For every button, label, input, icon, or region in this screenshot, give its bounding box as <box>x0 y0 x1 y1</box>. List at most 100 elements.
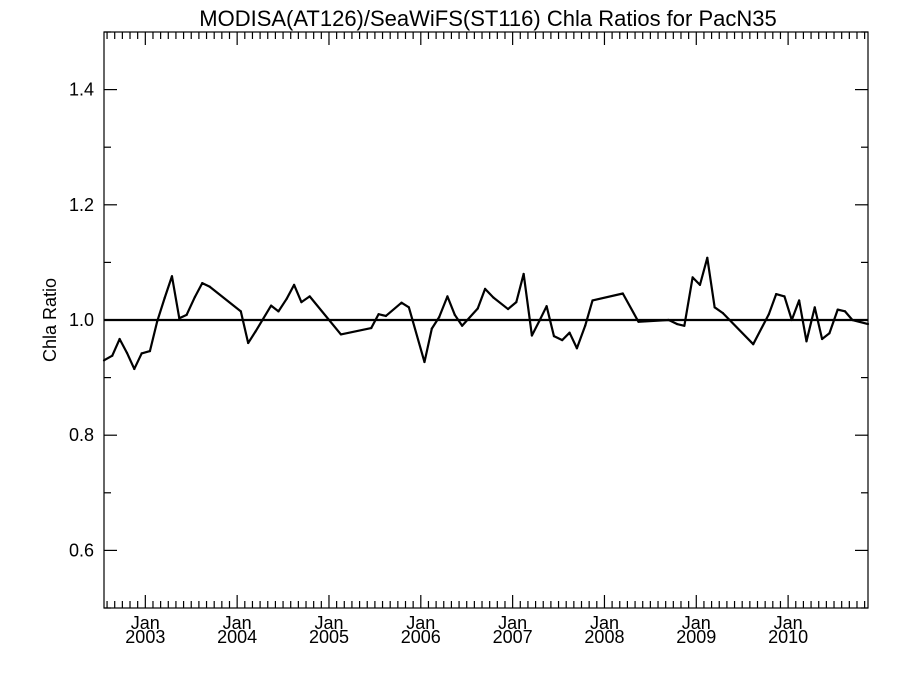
data-point <box>308 295 311 298</box>
x-tick-label-month: Jan <box>406 613 435 633</box>
data-point <box>828 332 831 335</box>
data-point <box>691 276 694 279</box>
x-tick-label-year: 2010 <box>768 627 808 647</box>
data-point <box>407 306 410 309</box>
y-tick-label: 0.8 <box>69 425 94 445</box>
data-point <box>102 359 106 362</box>
data-points <box>102 256 870 371</box>
data-point <box>843 310 847 313</box>
data-point <box>492 296 495 299</box>
data-point <box>561 339 564 342</box>
data-point <box>866 322 870 326</box>
x-tick-label-month: Jan <box>223 613 252 633</box>
data-point <box>118 337 121 341</box>
x-tick-label-year: 2005 <box>309 627 349 647</box>
data-point <box>193 295 197 299</box>
data-point <box>851 318 854 322</box>
data-point <box>430 327 433 330</box>
data-point <box>453 313 456 316</box>
data-point <box>423 360 426 364</box>
x-tick-label-month: Jan <box>314 613 343 633</box>
data-point <box>783 295 786 298</box>
data-point <box>300 301 303 304</box>
data-point <box>208 285 211 288</box>
y-tick-label: 1.4 <box>69 80 94 100</box>
y-axis-label: Chla Ratio <box>40 278 60 362</box>
data-point <box>133 367 136 371</box>
x-tick-label-year: 2007 <box>493 627 533 647</box>
data-point <box>790 318 793 322</box>
x-tick-label-year: 2003 <box>125 627 165 647</box>
data-point <box>370 326 373 330</box>
data-point <box>667 318 670 322</box>
x-tick-label-month: Jan <box>131 613 160 633</box>
x-tick-label-year: 2004 <box>217 627 257 647</box>
data-point <box>292 283 296 286</box>
data-point <box>530 334 534 337</box>
data-point <box>706 256 709 259</box>
data-point <box>270 304 273 307</box>
y-tick-label: 1.2 <box>69 195 94 215</box>
data-point <box>515 301 518 304</box>
data-point <box>239 310 242 313</box>
chart-title: MODISA(AT126)/SeaWiFS(ST116) Chla Ratios… <box>199 6 776 31</box>
data-point <box>156 320 159 323</box>
data-point <box>476 307 479 310</box>
data-point <box>752 343 755 346</box>
y-tick-label: 0.6 <box>69 540 94 560</box>
data-point <box>400 301 403 304</box>
x-tick-label-month: Jan <box>774 613 803 633</box>
data-point <box>506 307 510 311</box>
data-point <box>767 313 770 316</box>
data-point <box>254 330 257 333</box>
data-point <box>178 317 181 320</box>
data-point <box>483 287 487 290</box>
data-point <box>584 324 587 327</box>
data-point <box>201 282 204 285</box>
series-line <box>103 256 869 371</box>
data-point <box>285 297 288 300</box>
data-point <box>798 299 801 302</box>
data-point <box>621 292 624 295</box>
data-point <box>148 350 152 353</box>
data-point <box>384 314 388 318</box>
data-point <box>277 310 280 313</box>
data-point <box>377 313 380 316</box>
data-point <box>775 292 778 296</box>
x-tick-label-year: 2006 <box>401 627 441 647</box>
data-point <box>820 337 824 341</box>
y-tick-label: 1.0 <box>69 310 94 330</box>
data-point <box>185 313 188 316</box>
x-tick-label-month: Jan <box>682 613 711 633</box>
data-point <box>140 352 143 355</box>
data-point <box>339 333 343 336</box>
data-point <box>552 335 556 338</box>
x-tick-label-month: Jan <box>590 613 619 633</box>
data-point <box>545 305 548 308</box>
data-point <box>713 306 716 309</box>
data-point <box>836 308 839 311</box>
x-tick-label-year: 2008 <box>584 627 624 647</box>
data-point <box>637 320 640 323</box>
data-point <box>683 324 686 327</box>
data-point <box>461 324 464 327</box>
data-point <box>813 306 816 309</box>
data-point <box>522 272 525 276</box>
data-point <box>575 347 579 350</box>
data-point <box>438 316 441 319</box>
data-point <box>805 340 808 343</box>
data-point <box>675 322 679 326</box>
x-ticks: Jan2003Jan2004Jan2005Jan2006Jan2007Jan20… <box>106 32 866 647</box>
data-point <box>125 351 129 354</box>
data-point <box>163 297 166 300</box>
data-point <box>721 311 725 315</box>
data-point <box>568 331 571 334</box>
x-tick-label-month: Jan <box>498 613 527 633</box>
data-point <box>247 341 250 345</box>
data-point <box>698 283 702 286</box>
x-tick-label-year: 2009 <box>676 627 716 647</box>
data-point <box>111 354 114 357</box>
data-point <box>170 275 174 278</box>
data-point <box>538 320 541 323</box>
data-point <box>446 295 449 298</box>
